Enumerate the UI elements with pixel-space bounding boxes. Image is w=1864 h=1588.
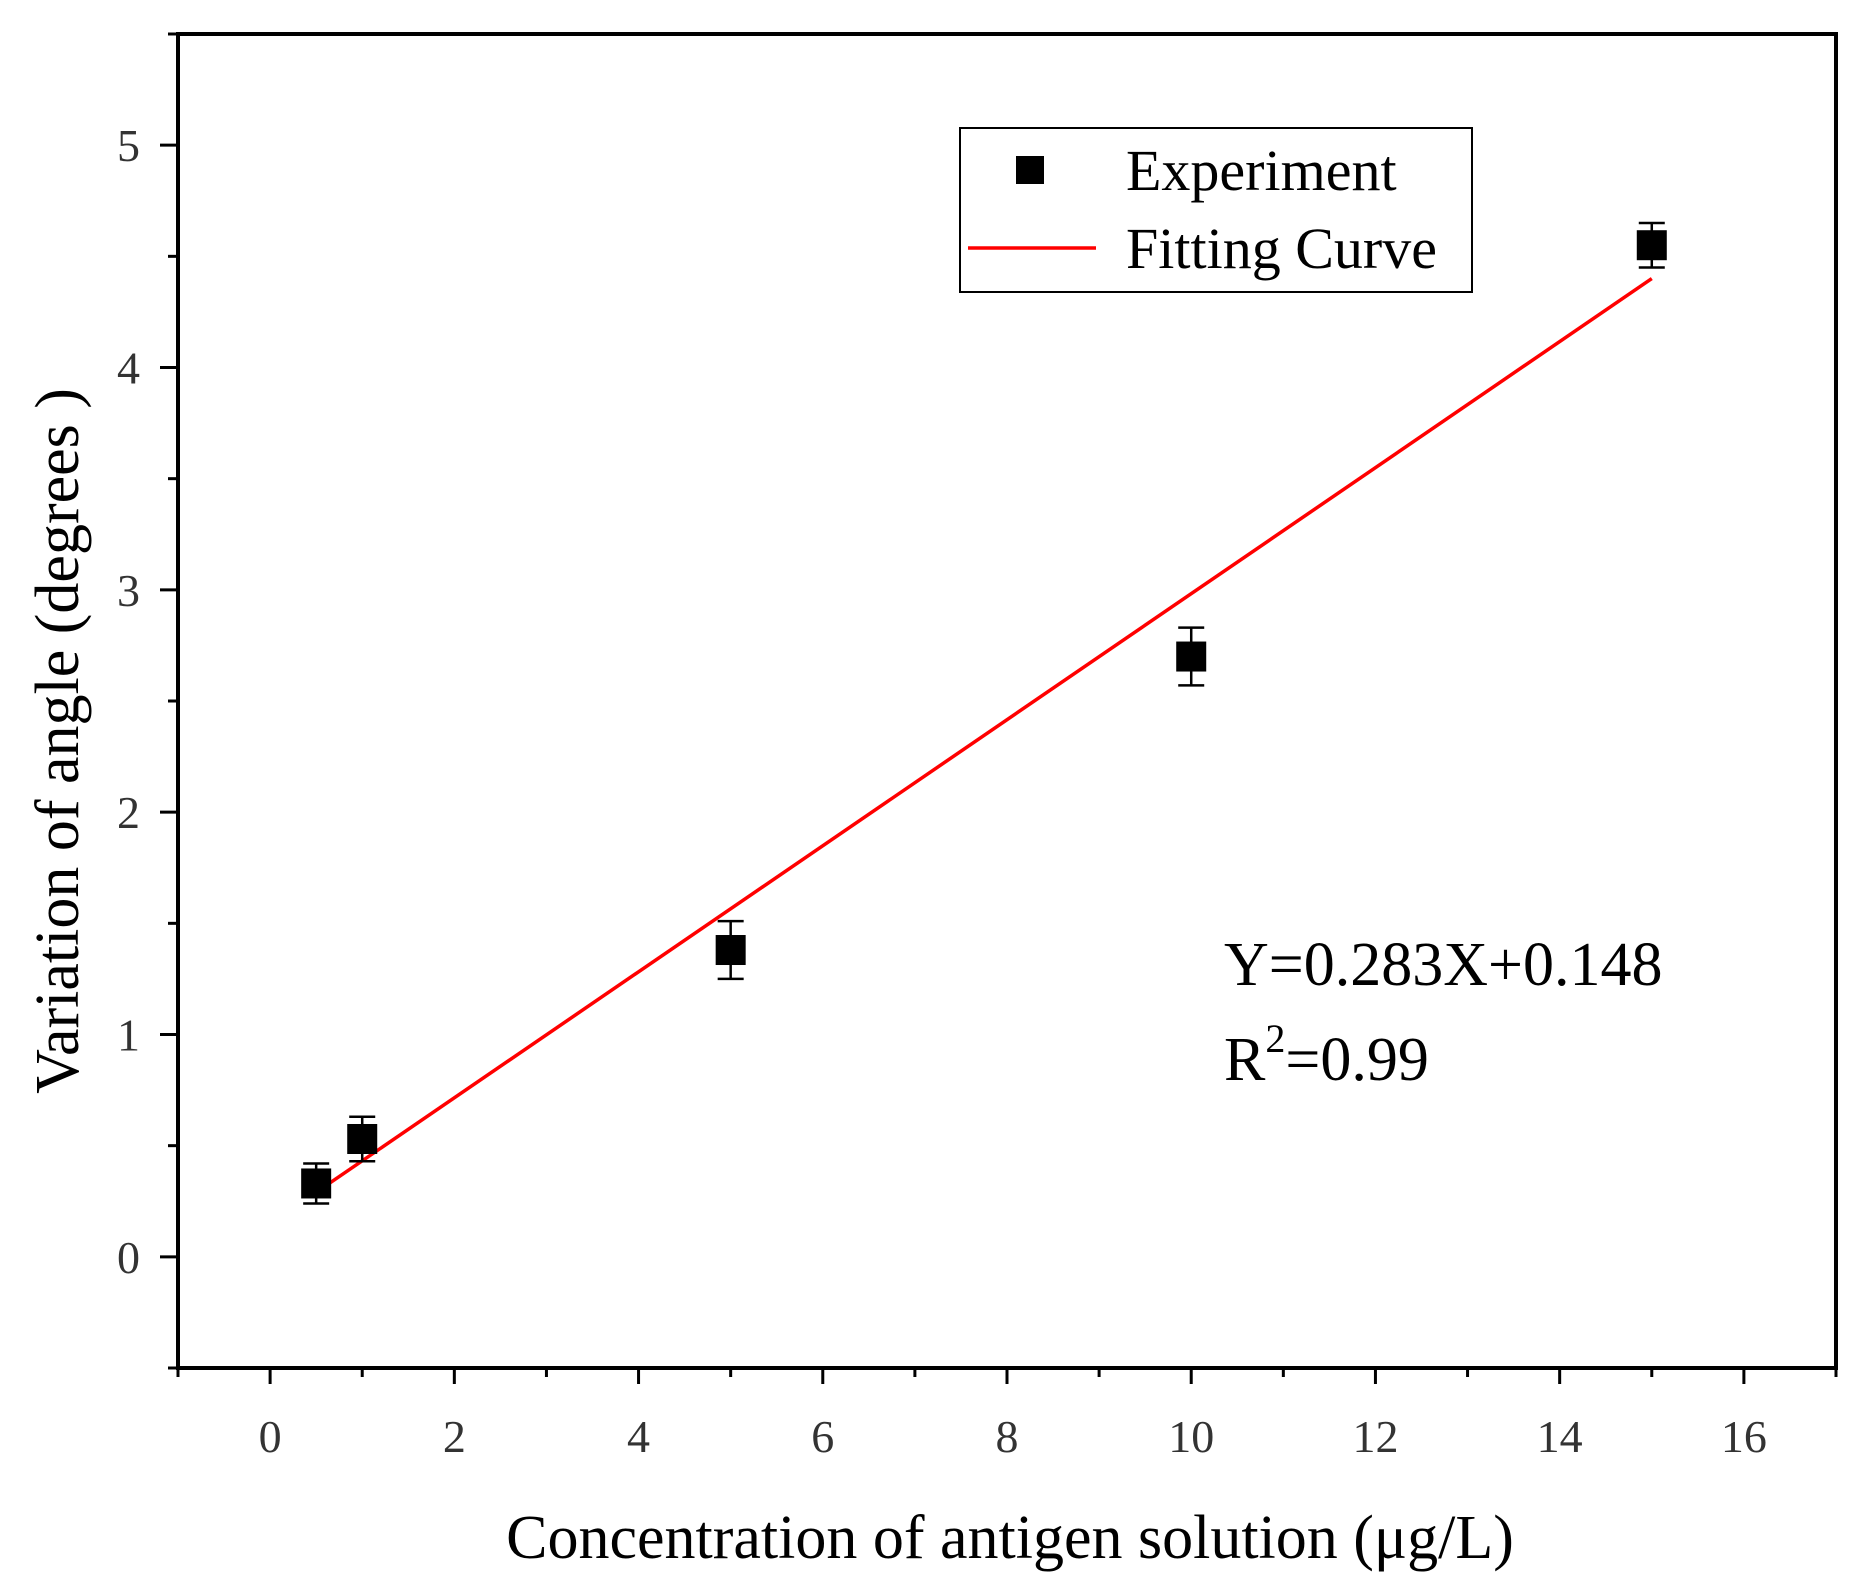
experiment-point — [1636, 230, 1667, 261]
x-tick-label: 10 — [1168, 1411, 1214, 1462]
tick-layer — [160, 32, 1838, 1384]
y-tick-label: 0 — [117, 1232, 140, 1283]
y-tick-label: 5 — [117, 120, 140, 171]
x-tick-label: 0 — [259, 1411, 282, 1462]
x-tick-label: 4 — [627, 1411, 650, 1462]
x-tick-label: 6 — [811, 1411, 834, 1462]
y-axis-label: Variation of angle (degrees ) — [24, 388, 92, 1094]
experiment-point — [347, 1123, 378, 1154]
y-tick-label: 2 — [117, 787, 140, 838]
x-axis-label: Concentration of antigen solution (μg/L) — [506, 1504, 1514, 1572]
experiment-point — [301, 1168, 332, 1199]
legend-fitting-curve-label: Fitting Curve — [1126, 216, 1437, 281]
x-tick-label: 14 — [1537, 1411, 1583, 1462]
fitting-curve-line — [315, 277, 1653, 1194]
y-tick-label: 4 — [117, 343, 140, 394]
fit-equation: Y=0.283X+0.148 — [1224, 931, 1662, 999]
legend-experiment-label: Experiment — [1126, 138, 1397, 203]
x-tick-label: 12 — [1352, 1411, 1398, 1462]
x-tick-label: 16 — [1721, 1411, 1767, 1462]
legend: Experiment Fitting Curve — [959, 127, 1473, 293]
r-squared-value: =0.99 — [1285, 1026, 1428, 1094]
r-squared-prefix: R — [1224, 1026, 1266, 1094]
x-tick-label: 8 — [996, 1411, 1019, 1462]
y-tick-label: 1 — [117, 1010, 140, 1061]
x-tick-label: 2 — [443, 1411, 466, 1462]
experiment-point — [1176, 641, 1207, 672]
legend-experiment-marker — [1016, 156, 1044, 184]
r-squared-annotation: R2=0.99 — [1224, 1016, 1429, 1094]
y-tick-label: 3 — [117, 565, 140, 616]
experiment-point — [715, 935, 746, 966]
experiment-point-layer — [301, 221, 1667, 1205]
legend-box — [959, 127, 1473, 293]
plot-frame — [176, 32, 1838, 1370]
r-squared-superscript: 2 — [1265, 1016, 1285, 1061]
